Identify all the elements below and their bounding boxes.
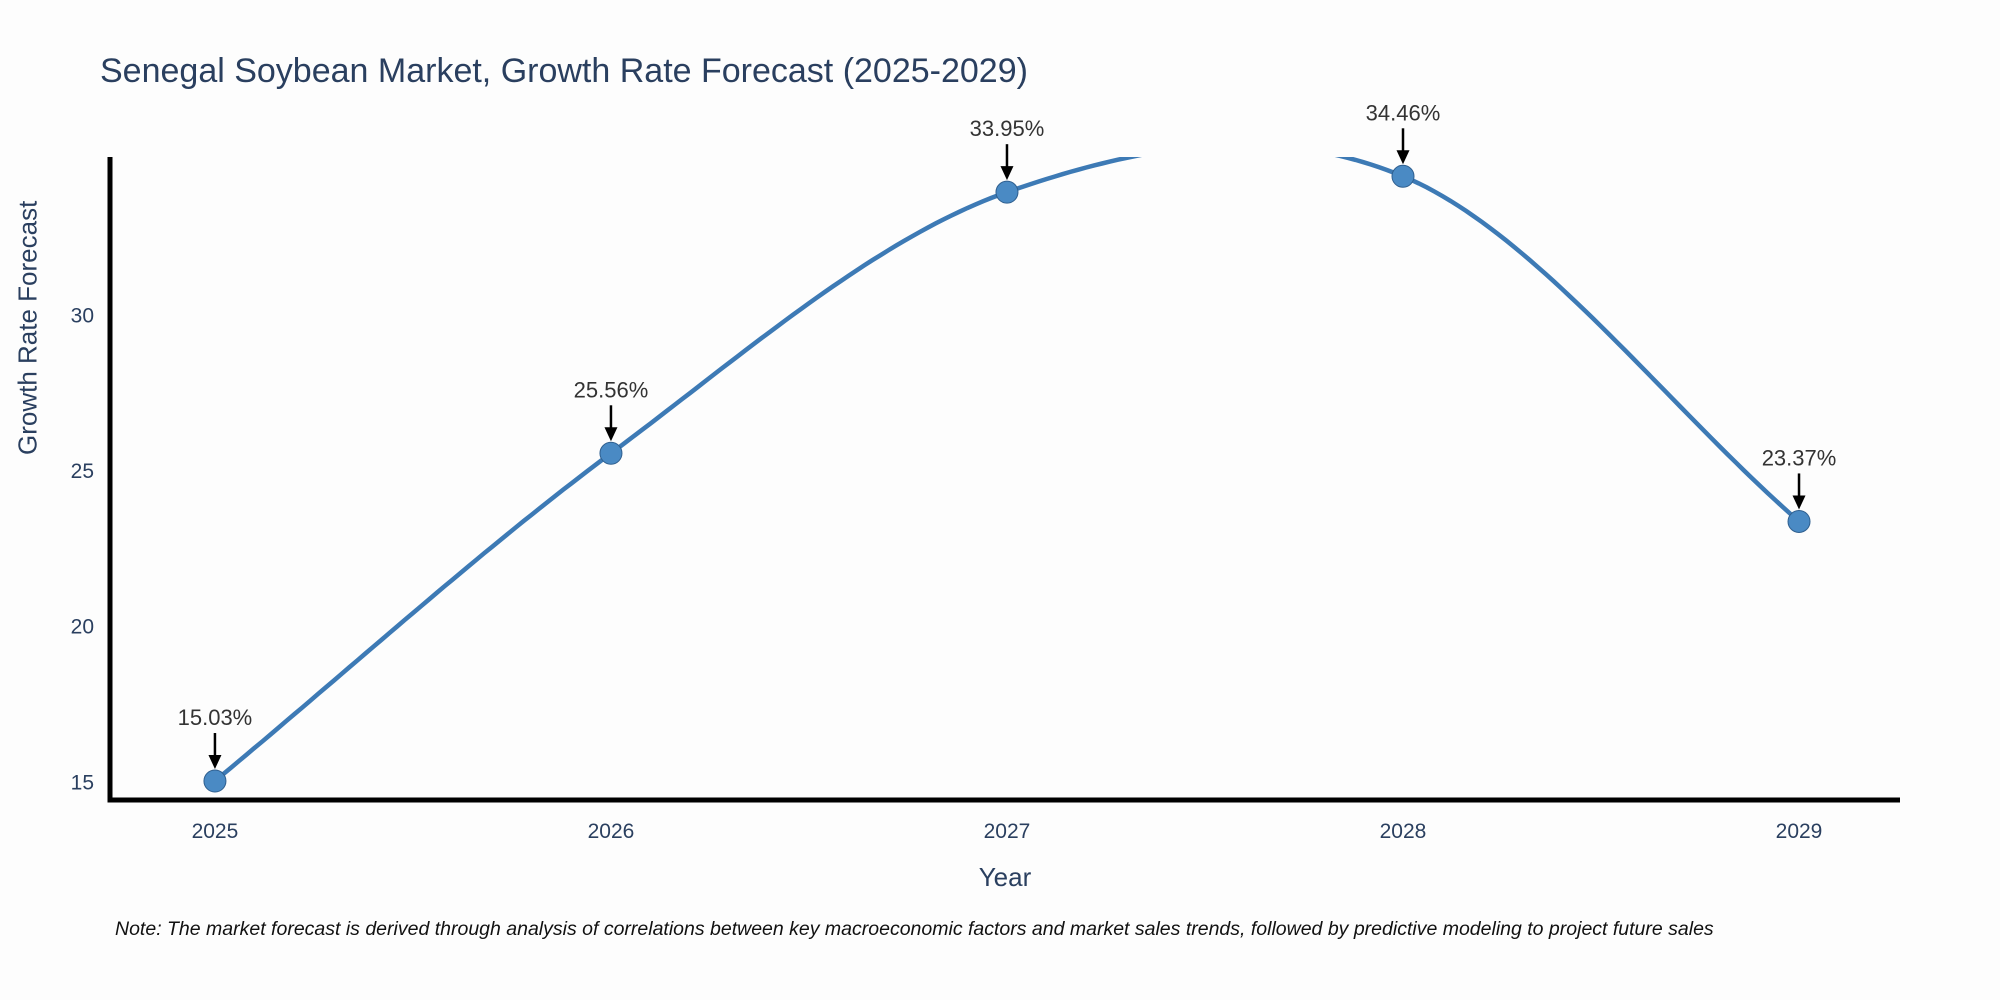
point-annotation-label: 23.37%	[1762, 445, 1837, 470]
footnote: Note: The market forecast is derived thr…	[115, 918, 1714, 940]
y-tick-label: 25	[71, 460, 94, 483]
x-tick-label: 2025	[192, 820, 239, 843]
data-point-marker	[1391, 164, 1415, 188]
x-axis-title: Year	[978, 862, 1032, 892]
annotation-arrowhead-icon	[1000, 166, 1014, 181]
forecast-spline-line	[213, 157, 1801, 783]
annotation-arrowhead-icon	[1792, 495, 1806, 510]
data-point-marker	[995, 180, 1019, 204]
x-tick-label: 2026	[588, 820, 635, 843]
x-tick-label: 2027	[984, 820, 1031, 843]
data-point-marker	[1787, 509, 1811, 533]
chart-title: Senegal Soybean Market, Growth Rate Fore…	[100, 52, 1028, 90]
point-annotation: 25.56%	[574, 377, 649, 442]
y-tick-label: 30	[71, 304, 94, 327]
x-tick-label: 2029	[1776, 820, 1823, 843]
x-tick-label: 2028	[1380, 820, 1427, 843]
data-point-marker	[599, 441, 623, 465]
y-tick-label: 20	[71, 616, 94, 639]
annotation-arrowhead-icon	[208, 755, 222, 770]
data-point-marker	[203, 769, 227, 793]
point-annotation: 23.37%	[1762, 445, 1837, 510]
point-annotation: 15.03%	[178, 705, 253, 770]
annotation-arrowhead-icon	[1396, 150, 1410, 165]
point-annotation-label: 15.03%	[178, 705, 253, 730]
annotation-arrowhead-icon	[604, 427, 618, 442]
point-annotation: 34.46%	[1366, 100, 1441, 165]
point-annotation-label: 34.46%	[1366, 100, 1441, 125]
point-annotation-label: 25.56%	[574, 377, 649, 402]
point-annotation-label: 33.95%	[970, 116, 1045, 141]
point-annotation: 33.95%	[970, 116, 1045, 181]
y-tick-label: 15	[71, 771, 94, 794]
